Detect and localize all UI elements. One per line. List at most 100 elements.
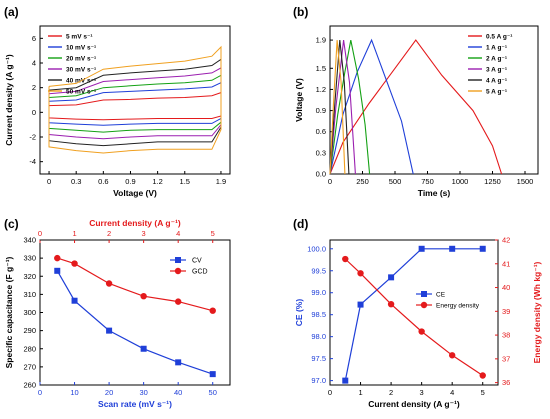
panel-label-a: (a) — [4, 5, 19, 19]
data-point-2 — [342, 255, 349, 263]
x-tick-label: 1.2 — [152, 177, 162, 186]
x-axis-label: Scan rate (mV s⁻¹) — [98, 399, 172, 409]
legend-entry: 10 mV s⁻¹ — [66, 45, 96, 52]
y2-tick-label: 38 — [502, 331, 510, 340]
x-tick-label: 250 — [356, 177, 369, 186]
x-axis-label: Current density (A g⁻¹) — [368, 399, 460, 409]
data-point-cv — [106, 327, 113, 334]
y2-tick-label: 40 — [502, 283, 510, 292]
y-tick-label: 280 — [23, 344, 36, 353]
y-tick-label: 0 — [32, 108, 36, 117]
data-point-gcd — [71, 260, 78, 267]
y2-tick-label: 37 — [502, 354, 510, 363]
series-line-cv — [56, 270, 213, 375]
panel-a: (a) 0 0.3 0.6 0.9 1.2 1.5 1.9 -4 -2 0 2 4 6 Voltage (V… — [4, 5, 231, 198]
legend-entry: 4 A g⁻¹ — [486, 78, 507, 85]
legend-entry: CV — [192, 258, 202, 265]
legend-marker — [420, 301, 428, 309]
x-tick-label: 20 — [105, 388, 113, 397]
x2-axis-label: Current density (A g⁻¹) — [89, 218, 181, 228]
gcd-curve-2 — [329, 38, 414, 175]
x-tick-label: 30 — [139, 388, 147, 397]
panel-label-b: (b) — [293, 5, 308, 19]
y2-tick-label: 42 — [502, 236, 510, 245]
legend-marker — [175, 257, 181, 263]
x-tick-label: 1.5 — [180, 177, 190, 186]
data-point-gcd — [174, 298, 182, 305]
x-axis-label: Voltage (V) — [113, 188, 157, 198]
x2-tick-label: 1 — [72, 229, 76, 238]
y-tick-label: 99.0 — [311, 288, 326, 297]
y2-tick-label: 36 — [502, 378, 510, 387]
y-tick-label: 340 — [23, 236, 36, 245]
legend-entry: 20 mV s⁻¹ — [66, 56, 96, 63]
legend-entry: 3 A g⁻¹ — [486, 67, 507, 74]
y-tick-label: 2 — [32, 83, 36, 92]
y-tick-label: -2 — [29, 133, 36, 142]
y-tick-label: 270 — [23, 362, 36, 371]
data-point-gcd — [54, 254, 61, 262]
x-tick-label: 4 — [450, 388, 454, 397]
y-tick-label: 97.5 — [311, 354, 326, 363]
data-point-cv — [140, 345, 147, 352]
x-tick-label: 5 — [481, 388, 485, 397]
x-tick-label: 0 — [47, 177, 51, 186]
x-tick-label: 1000 — [452, 177, 469, 186]
y-tick-label: 320 — [23, 272, 36, 281]
y-axis-label: CE (%) — [294, 299, 304, 327]
x-tick-label: 1250 — [484, 177, 501, 186]
y-tick-label: 98.0 — [311, 332, 326, 341]
legend-entry: 2 A g⁻¹ — [486, 56, 507, 63]
data-point-1 — [357, 301, 364, 308]
legend-entry: 50 mV s⁻¹ — [66, 89, 96, 96]
data-point-cv — [209, 371, 216, 378]
panel-c: (c) 0 10 20 30 40 50 0 1 2 3 4 5 260 270 280 290 300 310 32… — [4, 217, 231, 409]
x-tick-label: 10 — [70, 388, 78, 397]
gcd-curve-6 — [329, 40, 346, 175]
x-tick-label: 1500 — [517, 177, 534, 186]
x2-tick-label: 2 — [107, 229, 111, 238]
data-point-1 — [449, 245, 456, 252]
data-point-2 — [357, 270, 364, 277]
y-tick-label: 300 — [23, 308, 36, 317]
x-tick-label: 2 — [389, 388, 393, 397]
legend-entry: GCD — [192, 269, 208, 276]
panel-label-d: (d) — [293, 217, 308, 231]
y-tick-label: 6 — [32, 34, 36, 43]
x-tick-label: 0 — [328, 388, 332, 397]
panel-label-c: (c) — [4, 217, 19, 231]
y-axis-label: Current density (A g⁻¹) — [4, 54, 14, 146]
legend-entry: 30 mV s⁻¹ — [66, 67, 96, 74]
data-point-2 — [448, 352, 456, 359]
data-point-1 — [479, 245, 486, 252]
y2-tick-label: 39 — [502, 307, 510, 316]
legend-entry: Energy density — [436, 303, 480, 310]
y2-tick-label: 41 — [502, 259, 510, 268]
gcd-curve-1 — [329, 39, 503, 175]
data-point-gcd — [140, 292, 147, 300]
x-tick-label: 1.9 — [216, 177, 226, 186]
legend-entry: CE — [436, 292, 446, 299]
y-axis-label: Voltage (V) — [294, 78, 304, 122]
y-tick-label: -4 — [29, 157, 36, 166]
y-tick-label: 290 — [23, 326, 36, 335]
y-tick-label: 0.9 — [316, 106, 326, 115]
panel-b: (b) 0 250 500 750 1000 1250 1500 0.0 0.3 0.6 0.9 1.2… — [293, 5, 539, 198]
data-point-2 — [479, 372, 486, 379]
y-tick-label: 98.5 — [311, 310, 326, 319]
y-tick-label: 1.2 — [316, 85, 326, 94]
x2-tick-label: 3 — [142, 229, 146, 238]
y-tick-label: 260 — [23, 381, 36, 390]
x-tick-label: 0.3 — [71, 177, 81, 186]
data-point-cv — [54, 267, 61, 274]
legend-entry: 0.5 A g⁻¹ — [486, 34, 512, 41]
panel-d: (d) 0 1 2 3 4 5 97.0 97.5 98.0 98.5 99.0 99.5 100.0 36… — [293, 217, 542, 409]
x-tick-label: 0 — [38, 388, 42, 397]
y2-axis-label: Energy density (Wh kg⁻¹) — [532, 261, 542, 363]
cv-curve-6 — [48, 45, 222, 154]
legend-marker — [174, 267, 182, 275]
y-tick-label: 100.0 — [307, 244, 326, 253]
data-point-gcd — [105, 280, 113, 287]
legend-entry: 5 A g⁻¹ — [486, 89, 507, 96]
